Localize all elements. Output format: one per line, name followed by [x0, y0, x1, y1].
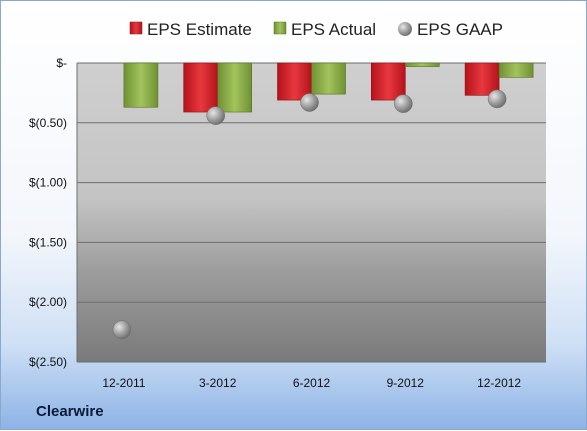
marker-eps-gaap — [112, 320, 132, 339]
x-tick-label: 9-2012 — [387, 376, 425, 390]
legend-swatch-actual — [273, 21, 287, 35]
legend-label-estimate: EPS Estimate — [147, 20, 252, 39]
bars — [123, 62, 534, 113]
legend: EPS Estimate EPS Actual EPS GAAP — [129, 20, 503, 39]
marker-eps-gaap — [487, 89, 507, 109]
legend-item-gaap: EPS GAAP — [398, 20, 503, 39]
bar-eps-estimate — [370, 62, 406, 101]
marker-eps-gaap — [394, 94, 413, 113]
bar-eps-actual — [123, 62, 159, 108]
bar-eps-actual — [217, 62, 252, 113]
marker-eps-gaap — [206, 106, 225, 125]
bar-eps-actual — [404, 62, 440, 67]
marker-eps-gaap — [300, 93, 319, 112]
legend-item-estimate: EPS Estimate — [129, 20, 252, 39]
bar-eps-actual — [311, 62, 346, 95]
legend-swatch-estimate — [129, 21, 143, 35]
y-tick-label: $(1.00) — [29, 176, 67, 190]
y-tick-label: $(0.50) — [29, 116, 67, 130]
bar-eps-estimate — [464, 62, 500, 96]
x-tick-label: 12-2011 — [102, 376, 145, 390]
company-label: Clearwire — [36, 403, 104, 420]
y-axis: $- $(0.50) $(1.00) $(1.50) $(2.00) $(2.50) — [29, 56, 78, 369]
bar-eps-estimate — [183, 62, 218, 113]
y-tick-label: $(1.50) — [29, 235, 67, 249]
y-tick-label: $(2.00) — [29, 295, 67, 309]
legend-label-gaap: EPS GAAP — [417, 20, 503, 39]
gaap-markers — [112, 89, 507, 339]
bar-eps-estimate — [277, 62, 312, 101]
x-tick-label: 12-2012 — [477, 376, 521, 390]
x-tick-label: 6-2012 — [293, 376, 331, 390]
legend-swatch-gaap — [398, 22, 412, 36]
x-axis: 12-2011 3-2012 6-2012 9-2012 12-2012 — [102, 376, 521, 390]
y-tick-label: $- — [56, 56, 67, 70]
legend-item-actual: EPS Actual — [273, 20, 376, 39]
x-tick-label: 3-2012 — [199, 376, 237, 390]
y-tick-label: $(2.50) — [29, 355, 67, 369]
bar-eps-actual — [498, 62, 534, 78]
plot-area — [77, 63, 546, 362]
legend-label-actual: EPS Actual — [291, 20, 376, 39]
